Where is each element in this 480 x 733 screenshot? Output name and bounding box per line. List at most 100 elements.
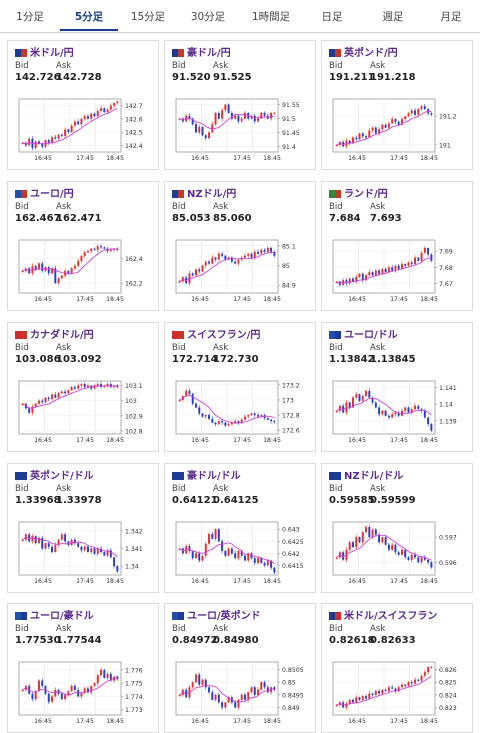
currency-card[interactable]: NZドル/ドル Bid Ask 0.59585 0.59599 0.597 0.596 16:… bbox=[321, 463, 473, 593]
candle bbox=[368, 390, 371, 398]
candle bbox=[247, 415, 250, 417]
tab-6[interactable]: 週足 bbox=[382, 11, 404, 23]
mini-chart[interactable]: 1.342 1.341 1.34 16:45 17:45 18:45 bbox=[13, 518, 155, 590]
mini-chart[interactable]: 162.4 162.2 16:45 17:45 18:45 bbox=[13, 236, 155, 308]
mini-chart[interactable]: 103.1 103 102.9 102.8 16:45 17:45 18:45 bbox=[13, 377, 155, 449]
currency-card[interactable]: 英ポンド/円 Bid Ask 191.211 191.218 191.2 191 16:45 1… bbox=[321, 40, 473, 170]
candle bbox=[361, 696, 364, 700]
candle bbox=[407, 407, 410, 413]
currency-card[interactable]: 米ドル/円 Bid Ask 142.726 142.728 142.7 142.6 142.5… bbox=[7, 40, 159, 170]
candle bbox=[348, 699, 351, 704]
x-tick-label: 18:45 bbox=[106, 296, 124, 303]
candle bbox=[208, 132, 211, 139]
y-tick-label: 0.643 bbox=[282, 527, 300, 534]
candle bbox=[77, 543, 80, 547]
candle bbox=[204, 135, 207, 139]
candlestick-chart: 162.4 162.2 16:45 17:45 18:45 bbox=[18, 239, 143, 303]
x-tick-label: 16:45 bbox=[348, 437, 366, 444]
pair-title[interactable]: NZドル/ドル bbox=[329, 467, 403, 482]
currency-card[interactable]: スイスフラン/円 Bid Ask 172.714 172.730 173.2 173 172.… bbox=[164, 322, 316, 452]
candle bbox=[103, 552, 106, 556]
tab-0[interactable]: 1分足 bbox=[16, 11, 44, 23]
candle bbox=[221, 110, 224, 119]
candle bbox=[240, 550, 243, 556]
pair-title[interactable]: スイスフラン/円 bbox=[172, 326, 260, 341]
candle bbox=[335, 281, 338, 284]
currency-card[interactable]: カナダドル/円 Bid Ask 103.086 103.092 103.1 103 102.9… bbox=[7, 322, 159, 452]
mini-chart[interactable]: 0.643 0.6425 0.642 0.6415 16:45 17:45 18:45 bbox=[170, 518, 312, 590]
candle bbox=[355, 137, 358, 140]
currency-card[interactable]: ユーロ/英ポンド Bid Ask 0.84972 0.84980 0.8505 0.85 0.… bbox=[164, 603, 316, 733]
mini-chart[interactable]: 142.7 142.6 142.5 142.4 16:45 17:45 18:45 bbox=[13, 95, 155, 167]
candle bbox=[257, 415, 260, 417]
candle bbox=[273, 567, 276, 573]
y-tick-label: 162.2 bbox=[125, 281, 143, 288]
candle bbox=[270, 419, 273, 422]
pair-title[interactable]: 米ドル/スイスフラン bbox=[329, 607, 437, 622]
currency-card[interactable]: ユーロ/ドル Bid Ask 1.13842 1.13845 1.141 1.14 1.139… bbox=[321, 322, 473, 452]
pair-title[interactable]: カナダドル/円 bbox=[15, 326, 94, 341]
candle bbox=[410, 409, 413, 413]
pair-title[interactable]: 英ポンド/ドル bbox=[15, 467, 94, 482]
currency-card[interactable]: NZドル/円 Bid Ask 85.053 85.060 85.1 85 84.9 16:45 1… bbox=[164, 181, 316, 311]
candle bbox=[257, 689, 260, 695]
pair-title[interactable]: ランド/円 bbox=[329, 185, 388, 200]
mini-chart[interactable]: 1.776 1.775 1.774 1.773 16:45 17:45 18:45 bbox=[13, 658, 155, 730]
currency-card[interactable]: 英ポンド/ドル Bid Ask 1.33968 1.33978 1.342 1.341 1.3… bbox=[7, 463, 159, 593]
candle bbox=[345, 280, 348, 284]
mini-chart[interactable]: 191.2 191 16:45 17:45 18:45 bbox=[327, 95, 469, 167]
candle bbox=[224, 702, 227, 708]
mini-chart[interactable]: 91.55 91.5 91.45 91.4 16:45 17:45 18:45 bbox=[170, 95, 312, 167]
mini-chart[interactable]: 173.2 173 172.8 172.6 16:45 17:45 18:45 bbox=[170, 377, 312, 449]
tab-1[interactable]: 5分足 bbox=[60, 0, 118, 31]
candle bbox=[54, 268, 57, 284]
mini-chart[interactable]: 0.826 0.825 0.824 0.823 16:45 17:45 18:45 bbox=[327, 658, 469, 730]
tab-7[interactable]: 月足 bbox=[440, 11, 462, 23]
candle bbox=[227, 697, 230, 703]
pair-title[interactable]: 英ポンド/円 bbox=[329, 44, 398, 59]
candle bbox=[37, 400, 40, 404]
tab-3[interactable]: 30分足 bbox=[190, 11, 226, 23]
x-tick-label: 17:45 bbox=[390, 437, 408, 444]
bid-value: 0.64121 bbox=[172, 495, 218, 506]
pair-title[interactable]: 豪ドル/ドル bbox=[172, 467, 241, 482]
candle bbox=[243, 416, 246, 420]
mini-chart[interactable]: 7.69 7.68 7.67 16:45 17:45 18:45 bbox=[327, 236, 469, 308]
pair-title[interactable]: ユーロ/豪ドル bbox=[15, 607, 94, 622]
candle bbox=[57, 393, 60, 398]
mini-chart[interactable]: 85.1 85 84.9 16:45 17:45 18:45 bbox=[170, 236, 312, 308]
tab-5[interactable]: 日足 bbox=[321, 11, 343, 23]
tab-2[interactable]: 15分足 bbox=[130, 11, 166, 23]
eu-us-flag-icon bbox=[329, 331, 341, 339]
bid-value: 0.82618 bbox=[329, 635, 375, 646]
currency-card[interactable]: ユーロ/豪ドル Bid Ask 1.77530 1.77544 1.776 1.775 1.7… bbox=[7, 603, 159, 733]
candle bbox=[37, 141, 40, 145]
pair-title[interactable]: 豪ドル/円 bbox=[172, 44, 231, 59]
candle bbox=[106, 384, 109, 386]
pair-title[interactable]: ユーロ/ドル bbox=[329, 326, 398, 341]
pair-title[interactable]: ユーロ/英ポンド bbox=[172, 607, 261, 622]
candle bbox=[391, 414, 394, 418]
x-tick-label: 18:45 bbox=[263, 155, 281, 162]
candle bbox=[47, 693, 50, 702]
currency-card[interactable]: 豪ドル/ドル Bid Ask 0.64121 0.64125 0.643 0.6425 0.6… bbox=[164, 463, 316, 593]
mini-chart[interactable]: 0.597 0.596 16:45 17:45 18:45 bbox=[327, 518, 469, 590]
candle bbox=[374, 402, 377, 408]
pair-title[interactable]: NZドル/円 bbox=[172, 185, 236, 200]
currency-card[interactable]: 米ドル/スイスフラン Bid Ask 0.82618 0.82633 0.826 0.825… bbox=[321, 603, 473, 733]
candle bbox=[365, 136, 368, 138]
candle bbox=[224, 104, 227, 111]
x-tick-label: 16:45 bbox=[34, 155, 52, 162]
currency-card[interactable]: ランド/円 Bid Ask 7.684 7.693 7.69 7.68 7.67 16:45 17… bbox=[321, 181, 473, 311]
pair-title[interactable]: 米ドル/円 bbox=[15, 44, 74, 59]
mini-chart[interactable]: 1.141 1.14 1.139 16:45 17:45 18:45 bbox=[327, 377, 469, 449]
currency-card[interactable]: 豪ドル/円 Bid Ask 91.520 91.525 91.55 91.5 91.45 91.… bbox=[164, 40, 316, 170]
candle bbox=[414, 679, 417, 684]
candle bbox=[410, 682, 413, 684]
candle bbox=[430, 667, 433, 669]
tab-4[interactable]: 1時間足 bbox=[251, 11, 291, 23]
y-tick-label: 91.5 bbox=[282, 116, 296, 123]
pair-title[interactable]: ユーロ/円 bbox=[15, 185, 74, 200]
currency-card[interactable]: ユーロ/円 Bid Ask 162.467 162.471 162.4 162.2 16:45… bbox=[7, 181, 159, 311]
mini-chart[interactable]: 0.8505 0.85 0.8495 0.849 16:45 17:45 18:45 bbox=[170, 658, 312, 730]
